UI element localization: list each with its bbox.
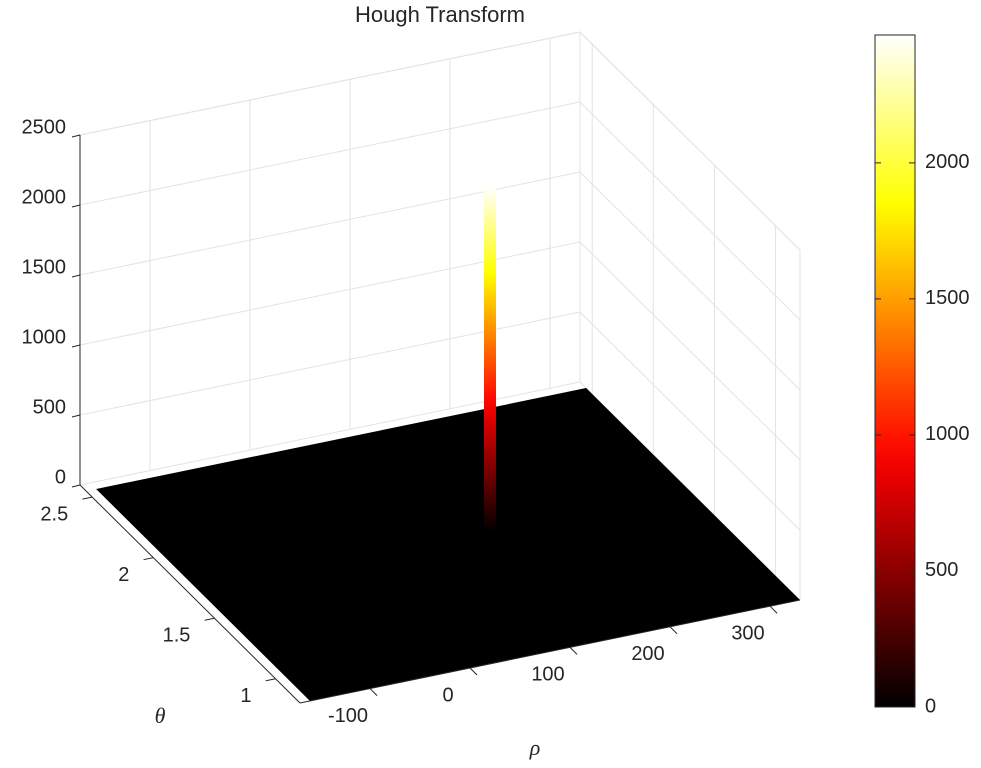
wall-edge xyxy=(579,31,801,251)
x-tick xyxy=(569,647,578,655)
colorbar-tick-label: 0 xyxy=(925,695,936,717)
y-tick xyxy=(143,557,154,561)
z-tick xyxy=(71,484,81,488)
y-tick xyxy=(204,617,215,621)
grid-line xyxy=(579,171,801,391)
grid-line xyxy=(579,311,801,531)
x-tick-label: 0 xyxy=(442,684,453,706)
y-tick-label: 2 xyxy=(118,564,129,586)
colorbar xyxy=(874,34,916,708)
z-tick-label: 1000 xyxy=(22,326,67,348)
z-tick-label: 0 xyxy=(55,466,66,488)
y-axis-line xyxy=(79,484,301,704)
x-tick-label: 100 xyxy=(531,664,564,686)
colorbar-tick-label: 500 xyxy=(925,559,958,581)
z-tick xyxy=(71,134,81,138)
z-tick xyxy=(71,204,81,208)
z-tick xyxy=(71,274,81,278)
z-tick-label: 1500 xyxy=(22,256,67,278)
x-tick xyxy=(769,605,778,614)
z-tick-label: 2000 xyxy=(22,186,67,208)
y-tick-label: 1 xyxy=(240,685,251,707)
x-tick xyxy=(369,688,378,696)
y-tick xyxy=(82,496,93,500)
grid-line xyxy=(579,101,801,321)
y-tick xyxy=(265,678,276,682)
colorbar-tick-label: 2000 xyxy=(925,151,970,173)
grid-line xyxy=(79,101,581,206)
x-tick xyxy=(669,626,678,635)
colorbar-tick-label: 1000 xyxy=(925,423,970,445)
grid-line xyxy=(79,311,581,416)
grid-line xyxy=(79,381,581,486)
x-tick-label: -100 xyxy=(328,705,368,727)
x-axis-label: ρ xyxy=(529,735,541,760)
x-tick xyxy=(469,667,478,676)
z-tick-label: 500 xyxy=(33,396,66,418)
x-tick-label: 200 xyxy=(631,643,664,665)
surface-floor xyxy=(96,388,801,701)
chart-title: Hough Transform xyxy=(355,2,525,27)
y-axis-label: θ xyxy=(155,703,166,728)
z-tick xyxy=(71,344,81,348)
grid-line xyxy=(79,171,581,276)
colorbar-tick-label: 1500 xyxy=(925,287,970,309)
grid-line xyxy=(79,241,581,346)
y-tick-label: 1.5 xyxy=(163,625,191,647)
z-tick-label: 2500 xyxy=(22,116,67,138)
y-tick-label: 2.5 xyxy=(40,503,68,525)
peak-spike xyxy=(484,186,496,533)
x-tick-label: 300 xyxy=(731,622,764,644)
x-axis-line xyxy=(299,599,801,704)
wall-edge xyxy=(79,31,581,136)
grid-line xyxy=(579,241,801,461)
z-tick xyxy=(71,414,81,418)
